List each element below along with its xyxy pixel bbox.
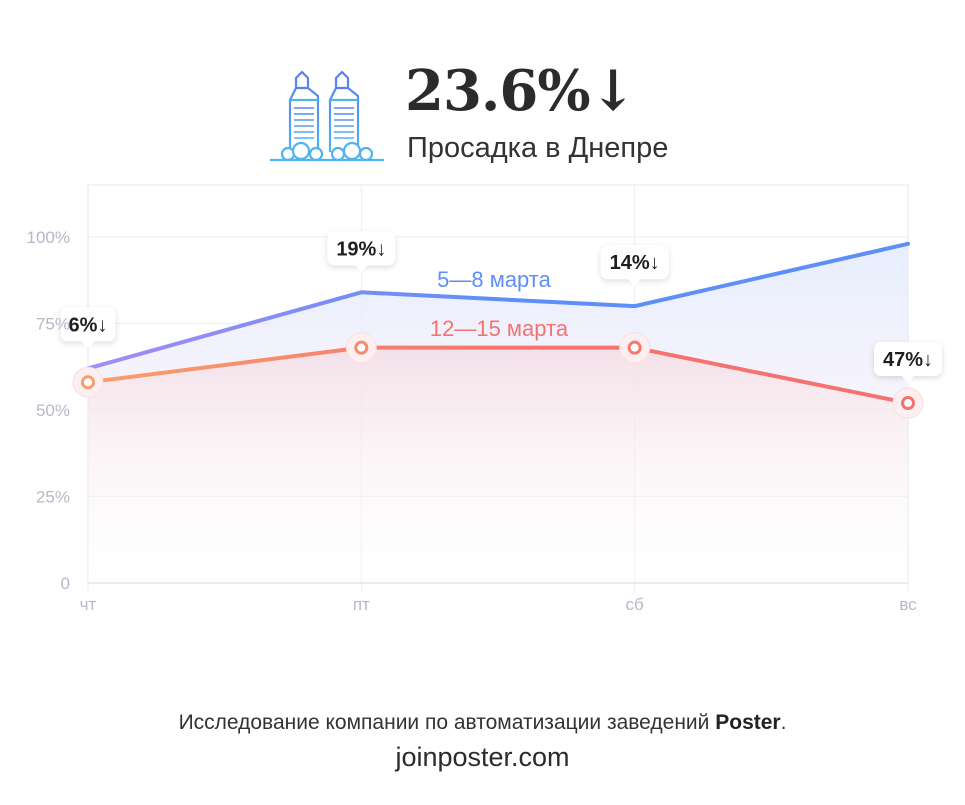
annotation-pointer [901, 375, 915, 384]
x-tick-label: вс [899, 595, 917, 614]
annotation-bubble: 6%↓ [60, 307, 116, 349]
x-tick-label: чт [80, 595, 97, 614]
series-label-5-8: 5—8 марта [437, 267, 552, 292]
data-point [354, 340, 369, 355]
annotation-box [60, 307, 116, 342]
data-point [627, 340, 642, 355]
x-tick-label: сб [626, 595, 645, 614]
annotation-text: 14%↓ [610, 252, 660, 274]
data-point [81, 375, 95, 390]
footer-url[interactable]: joinposter.com [395, 742, 570, 772]
annotation-pointer [627, 278, 642, 287]
headline-value: 23.6%↓ [405, 58, 637, 124]
footer-brand: Poster [715, 711, 781, 734]
annotation-bubble: 19%↓ [327, 231, 396, 273]
series-line-5-8 [86, 241, 910, 371]
y-tick-label: 100% [27, 228, 70, 247]
annotation-box [327, 231, 396, 266]
header: 23.6%↓ Просадка в Днепре [0, 0, 965, 180]
data-point [901, 396, 915, 411]
city-buildings-icon [270, 70, 384, 162]
headline-subtitle: Просадка в Днепре [407, 132, 669, 164]
annotation-bubble: 14%↓ [600, 245, 669, 287]
annotation-pointer [81, 340, 95, 349]
series-area-5-8 [88, 243, 908, 404]
annotation-box [874, 342, 942, 377]
x-tick-label: пт [353, 595, 370, 614]
annotation-bubble: 47%↓ [874, 342, 942, 384]
y-tick-label: 25% [36, 487, 70, 506]
annotation-box [600, 245, 669, 280]
annotation-text: 47%↓ [883, 349, 933, 371]
line-chart: 5—8 марта 12—15 марта 6%↓ 19%↓ 14%↓ 47%↓ 0 25%… [27, 184, 942, 614]
annotation-text: 19%↓ [336, 238, 386, 260]
annotation-text: 6%↓ [69, 314, 108, 336]
footer-period: . [780, 711, 787, 734]
y-tick-label: 50% [36, 401, 70, 420]
series-label-12-15: 12—15 марта [430, 316, 569, 341]
footer-text: Исследование компании по автоматизации з… [178, 711, 710, 734]
y-tick-label: 0 [61, 574, 70, 593]
footer-caption: Исследование компании по автоматизации з… [0, 711, 965, 735]
series-area-12-15 [88, 347, 908, 583]
annotation-pointer [354, 264, 369, 273]
series-line-12-15 [86, 345, 910, 406]
y-tick-label: 75% [36, 314, 70, 333]
